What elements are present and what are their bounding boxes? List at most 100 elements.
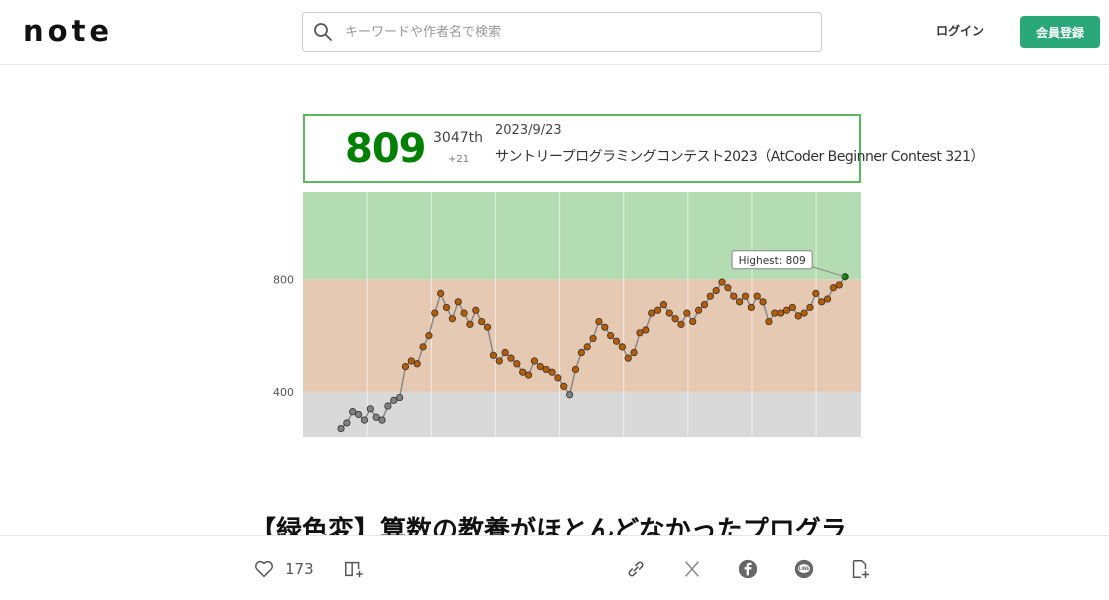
data-point <box>419 343 427 351</box>
data-point <box>653 306 662 314</box>
data-point <box>536 362 544 371</box>
data-point <box>378 416 386 424</box>
data-point <box>349 408 357 416</box>
data-point <box>724 284 732 292</box>
data-point <box>835 281 843 289</box>
copy-link-button[interactable] <box>625 558 647 580</box>
band-brown <box>303 279 861 392</box>
data-point <box>823 295 832 303</box>
share-x-button[interactable] <box>681 558 703 580</box>
data-point <box>390 396 398 404</box>
data-point <box>618 343 626 351</box>
data-point <box>683 309 691 317</box>
data-point <box>466 320 474 328</box>
data-point <box>425 332 433 340</box>
data-point <box>507 354 515 362</box>
data-point <box>712 286 720 295</box>
data-point <box>736 298 744 306</box>
data-point <box>829 284 838 292</box>
data-point <box>583 343 591 351</box>
data-point <box>753 292 761 300</box>
data-point <box>501 348 509 357</box>
data-point <box>818 298 826 306</box>
data-point <box>483 323 492 331</box>
data-point <box>554 374 562 382</box>
data-point <box>782 306 791 314</box>
data-point <box>472 306 480 314</box>
data-point <box>495 357 503 365</box>
embed-button[interactable] <box>849 558 871 580</box>
like-count: 173 <box>285 560 314 578</box>
search-icon <box>314 23 332 41</box>
data-point <box>659 301 668 309</box>
data-point <box>642 326 650 334</box>
data-point <box>343 419 351 427</box>
data-point <box>489 351 498 359</box>
data-point <box>460 309 468 317</box>
data-point <box>812 289 820 297</box>
data-point <box>741 292 750 300</box>
rating-card: 809 3047th +21 2023/9/23 サントリープログラミングコンテ… <box>303 114 985 183</box>
search-input[interactable] <box>345 24 785 40</box>
register-button[interactable]: 会員登録 <box>1020 16 1100 48</box>
data-point <box>771 309 779 317</box>
data-point <box>513 360 521 368</box>
data-point <box>665 309 673 317</box>
data-point <box>571 365 580 374</box>
data-point <box>442 303 451 312</box>
data-point <box>671 315 679 323</box>
data-point <box>413 360 421 368</box>
like-button[interactable]: 173 <box>253 558 314 580</box>
data-point <box>601 323 609 331</box>
data-point <box>677 320 685 328</box>
data-point <box>841 273 849 281</box>
data-point <box>630 348 638 357</box>
data-point <box>577 348 585 357</box>
add-to-magazine-button[interactable] <box>343 558 365 580</box>
login-link[interactable]: ログイン <box>936 24 985 38</box>
data-point <box>589 334 597 343</box>
contest-place: 3047th <box>433 130 483 146</box>
data-point <box>730 292 738 300</box>
data-point <box>384 402 392 410</box>
data-point <box>530 357 539 365</box>
data-point <box>360 416 369 424</box>
data-point <box>636 329 644 337</box>
data-point <box>437 289 445 297</box>
data-point <box>396 393 404 402</box>
data-point <box>401 362 410 371</box>
data-point <box>759 298 767 306</box>
data-point <box>806 303 814 312</box>
data-point <box>407 357 415 365</box>
data-point <box>431 309 439 317</box>
data-point <box>788 303 796 312</box>
data-point <box>548 368 556 376</box>
embed-icon <box>852 560 870 579</box>
data-point <box>337 424 345 433</box>
line-icon: LINE <box>794 559 814 579</box>
rating-value: 809 <box>345 126 426 172</box>
search-bar[interactable] <box>302 12 822 52</box>
rating-chart: 800 400 Highest: 809 <box>270 190 870 440</box>
data-point <box>718 278 726 286</box>
data-point <box>524 371 533 379</box>
data-point <box>689 317 697 326</box>
share-facebook-button[interactable] <box>737 558 759 580</box>
band-gray <box>303 391 861 437</box>
link-icon <box>628 561 644 577</box>
data-point <box>354 410 363 419</box>
data-point <box>366 405 374 413</box>
data-point <box>700 301 709 309</box>
note-logo[interactable]: note <box>23 14 114 48</box>
facebook-icon <box>738 559 758 579</box>
data-point <box>694 306 703 314</box>
rating-chart-svg: 800 400 Highest: 809 <box>273 192 861 437</box>
rating-delta: +21 <box>448 154 470 165</box>
y-tick-label: 800 <box>273 273 294 286</box>
data-point <box>765 317 773 326</box>
share-line-button[interactable]: LINE <box>793 558 815 580</box>
contest-name: サントリープログラミングコンテスト2023（AtCoder Beginner C… <box>495 149 985 165</box>
highest-annotation-box <box>731 250 813 270</box>
data-point <box>648 309 656 317</box>
data-point <box>542 365 550 374</box>
